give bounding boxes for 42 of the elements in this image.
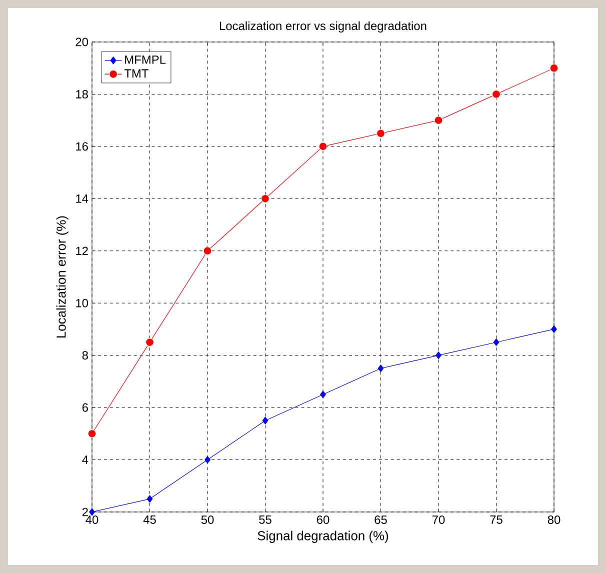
point (434, 116, 443, 125)
chart-title: Localization error vs signal degradation (220, 21, 426, 32)
point (376, 129, 386, 138)
y-tick-label: 2 (82, 508, 88, 516)
point (145, 338, 154, 347)
point (262, 416, 268, 424)
y-tick-label: 8 (82, 351, 88, 360)
legend-label: TMT (124, 69, 148, 78)
x-tick-label: 65 (374, 516, 387, 524)
point (146, 495, 153, 503)
point (203, 246, 212, 256)
y-tick-label: 4 (82, 456, 88, 464)
point (204, 456, 210, 464)
point (550, 64, 558, 72)
x-tick-label: 55 (259, 516, 272, 524)
x-tick-label: 40 (86, 516, 98, 524)
point (551, 325, 557, 333)
y-tick-label: 6 (82, 403, 88, 412)
point (493, 338, 500, 346)
y-tick-label: 14 (76, 194, 88, 203)
y-tick-label: 18 (76, 90, 88, 98)
point (318, 142, 328, 151)
y-tick-label: 10 (76, 298, 88, 308)
y-tick-label: 12 (76, 246, 88, 256)
x-axis-title: Signal degradation (%) (258, 530, 388, 543)
point (436, 352, 442, 360)
point (320, 390, 326, 398)
point (89, 508, 95, 516)
y-axis-title: Localization error (%) (56, 216, 68, 338)
x-tick-label: 50 (201, 516, 214, 524)
x-tick-label: 70 (432, 516, 445, 524)
point (88, 429, 96, 438)
point (260, 194, 270, 203)
x-tick-label: 80 (548, 516, 560, 524)
point (378, 364, 384, 372)
x-tick-label: 45 (143, 516, 156, 524)
y-tick-label: 16 (76, 142, 88, 151)
y-tick-label: 20 (76, 38, 88, 46)
x-tick-label: 75 (490, 516, 502, 524)
x-tick-label: 60 (316, 516, 330, 524)
point (492, 90, 501, 98)
legend-label: MFMPL (125, 56, 166, 64)
